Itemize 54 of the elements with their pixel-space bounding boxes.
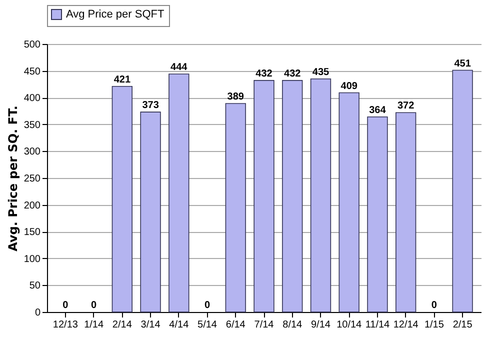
data-label: 421 [114, 74, 131, 86]
data-label: 373 [142, 100, 160, 112]
bar [452, 70, 473, 312]
y-tick-label: 250 [24, 174, 41, 184]
x-tick-label: 1/14 [84, 320, 104, 330]
x-tick-label: 8/14 [282, 320, 303, 330]
x-tick-label: 10/14 [336, 320, 362, 330]
data-label: 372 [397, 100, 415, 112]
bar [225, 103, 246, 312]
bar [254, 80, 274, 312]
x-tick-label: 3/14 [140, 320, 161, 330]
bar [396, 112, 416, 312]
x-tick-label: 2/15 [452, 320, 473, 330]
bar [338, 92, 360, 312]
bar [168, 74, 190, 312]
data-label: 409 [340, 80, 358, 92]
x-tick-label: 6/14 [226, 320, 246, 330]
data-label: 0 [431, 300, 438, 311]
y-tick-label: 200 [24, 200, 41, 212]
x-tick-label: 11/14 [365, 320, 390, 330]
y-tick-label: 400 [24, 93, 41, 104]
bar [282, 80, 303, 312]
x-tick-label: 4/14 [169, 320, 190, 330]
y-tick-label: 500 [24, 40, 41, 50]
y-tick-label: 50 [29, 280, 41, 292]
bar [367, 116, 388, 312]
data-label: 0 [62, 300, 69, 311]
y-tick-label: 350 [24, 120, 41, 131]
data-label: 432 [256, 68, 273, 80]
bar [140, 112, 161, 312]
legend-label: Avg Price per SQFT [66, 8, 164, 20]
x-tick-label: 2/14 [112, 320, 132, 330]
data-label: 435 [312, 66, 330, 78]
x-tick-label: 5/14 [198, 320, 218, 330]
data-label: 0 [91, 300, 98, 311]
data-label: 0 [204, 300, 210, 311]
x-tick-label: 12/14 [393, 320, 419, 330]
data-label: 444 [170, 62, 188, 74]
y-tick-label: 300 [24, 146, 41, 158]
x-tick-label: 12/13 [52, 320, 78, 330]
data-label: 451 [454, 58, 472, 70]
y-tick-label: 0 [34, 308, 41, 318]
y-tick-label: 450 [24, 66, 41, 78]
data-label: 432 [284, 68, 302, 80]
data-label: 364 [369, 104, 386, 116]
y-tick-label: 100 [24, 254, 41, 265]
y-tick-label: 150 [24, 227, 41, 238]
y-axis-title: Avg. Price per SQ. FT. [6, 106, 20, 252]
data-label: 389 [227, 91, 244, 102]
bar [112, 86, 132, 312]
x-tick-label: 9/14 [311, 320, 331, 330]
bar [310, 78, 332, 312]
x-tick-label: 7/14 [254, 320, 274, 330]
x-tick-label: 1/15 [424, 320, 444, 330]
